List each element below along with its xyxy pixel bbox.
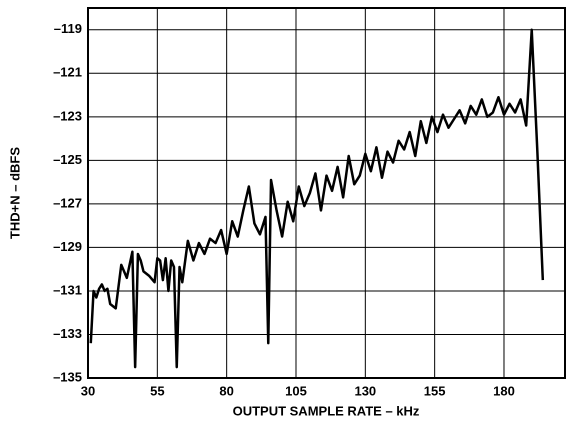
x-tick-label: 80 xyxy=(219,383,233,398)
x-tick-label: 55 xyxy=(150,383,164,398)
y-tick-label: –119 xyxy=(54,21,82,36)
x-tick-label: 30 xyxy=(81,383,95,398)
y-tick-label: –127 xyxy=(53,195,82,210)
y-tick-label: –133 xyxy=(53,326,82,341)
y-tick-label: –123 xyxy=(53,108,82,123)
y-axis-label: THD+N – dBFS xyxy=(7,147,22,239)
x-tick-label: 105 xyxy=(285,383,307,398)
y-tick-label: –135 xyxy=(53,369,82,384)
y-tick-label: –131 xyxy=(53,282,82,297)
x-tick-label: 155 xyxy=(424,383,446,398)
x-tick-label: 180 xyxy=(493,383,515,398)
y-tick-label: –129 xyxy=(53,239,82,254)
y-tick-label: –121 xyxy=(53,65,82,80)
x-tick-label: 130 xyxy=(354,383,376,398)
x-axis-label: OUTPUT SAMPLE RATE – kHz xyxy=(233,403,420,418)
y-tick-label: –125 xyxy=(53,152,82,167)
plot-frame xyxy=(87,7,566,379)
data-line xyxy=(89,28,545,369)
